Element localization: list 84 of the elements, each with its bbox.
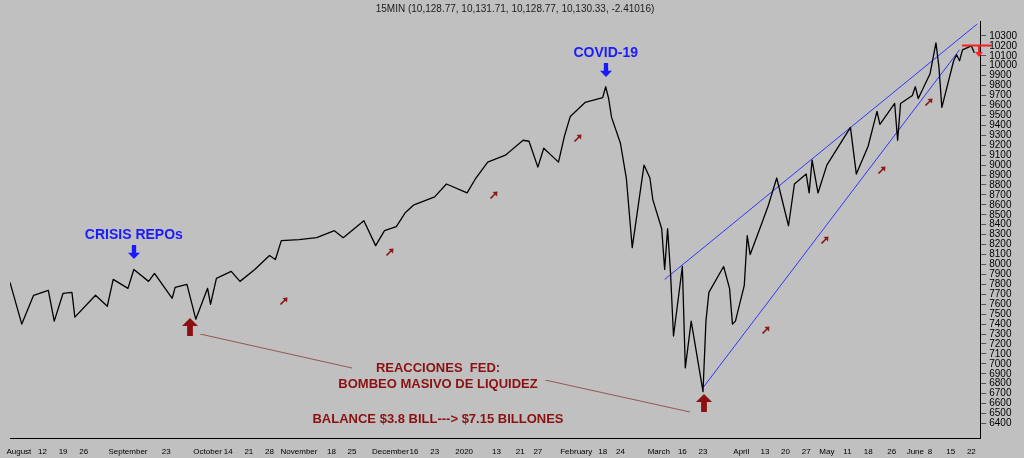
y-tick-label: 6600 (989, 397, 1012, 409)
y-tick-label: 9600 (989, 99, 1012, 111)
y-tick-label: 9300 (989, 129, 1012, 141)
x-tick-label: 28 (265, 447, 275, 457)
y-tick-label: 6900 (989, 367, 1012, 379)
y-tick-label: 9200 (989, 138, 1012, 150)
x-tick-label: 24 (615, 447, 626, 457)
x-tick-label: 2020 (455, 447, 474, 457)
x-tick-label: 22 (966, 447, 977, 457)
x-tick-label: March (647, 447, 670, 457)
x-tick-label: 13 (760, 447, 770, 457)
x-tick-label: 13 (492, 447, 502, 457)
x-tick-label: 21 (515, 447, 526, 457)
y-tick-label: 8200 (989, 238, 1012, 250)
x-tick-label: October (193, 447, 223, 457)
y-tick-label: 8000 (989, 258, 1012, 270)
x-tick-label: December (371, 447, 410, 457)
y-tick-label: 7100 (989, 347, 1012, 359)
x-tick-label: 8 (927, 447, 933, 457)
y-tick-label: 9400 (989, 119, 1012, 131)
x-tick-label: 27 (533, 447, 543, 457)
y-tick-label: 7600 (989, 297, 1012, 309)
x-tick-label: 11 (843, 447, 853, 457)
y-tick-label: 10200 (989, 39, 1018, 51)
y-tick-label: 7300 (989, 327, 1012, 339)
x-tick-label: 15 (946, 447, 956, 457)
x-tick-label: May (819, 447, 835, 457)
y-tick-label: 10300 (989, 29, 1018, 41)
x-tick-label: 26 (79, 447, 89, 457)
y-tick-label: 6400 (989, 417, 1012, 429)
x-tick-label: 27 (801, 447, 812, 457)
x-tick-label: 26 (887, 447, 897, 457)
x-tick-label: August (6, 447, 33, 457)
y-tick-label: 10000 (989, 59, 1018, 71)
y-tick-label: 8500 (989, 208, 1012, 220)
y-tick-label: 7700 (989, 288, 1012, 300)
y-tick-label: 8900 (989, 168, 1012, 180)
y-tick-label: 9800 (989, 79, 1012, 91)
annotation: REACCIONES FED: (375, 360, 501, 375)
y-tick-label: 7800 (989, 278, 1012, 290)
x-tick-label: November (280, 447, 318, 457)
x-tick-label: 23 (161, 447, 172, 457)
y-tick-label: 8800 (989, 178, 1012, 190)
y-tick-label: 6700 (989, 387, 1012, 399)
x-tick-label: 20 (781, 447, 791, 457)
chart-title: 15MIN (10,128.77, 10,131.71, 10,128.77, 10,130.33, -2.41016) (375, 2, 655, 14)
x-tick-label: 21 (244, 447, 254, 457)
annotation: COVID-19 (573, 43, 639, 60)
x-tick-label: 16 (677, 447, 688, 457)
y-tick-label: 8100 (989, 248, 1012, 260)
x-tick-label: February (560, 447, 593, 457)
y-tick-label: 9000 (989, 158, 1012, 170)
x-tick-label: 23 (698, 447, 708, 457)
annotation: BALANCE $3.8 BILL---> $7.15 BILLONES (312, 411, 564, 426)
y-tick-label: 9700 (989, 89, 1012, 101)
x-tick-label: 18 (326, 447, 337, 457)
x-tick-label: 19 (58, 447, 69, 457)
annotation: BOMBEO MASIVO DE LIQUIDEZ (338, 376, 538, 391)
y-tick-label: 7200 (989, 337, 1012, 349)
y-tick-label: 8400 (989, 218, 1012, 230)
y-tick-label: 8300 (989, 228, 1012, 240)
y-tick-label: 8700 (989, 188, 1012, 200)
x-tick-label: 25 (347, 447, 358, 457)
y-tick-label: 6500 (989, 407, 1012, 419)
x-tick-label: 23 (430, 447, 440, 457)
x-tick-label: 14 (223, 447, 234, 457)
x-tick-label: 12 (37, 447, 48, 457)
y-tick-label: 9500 (989, 109, 1012, 121)
y-tick-label: 7900 (989, 268, 1012, 280)
x-tick-label: April (733, 447, 750, 457)
x-tick-label: 18 (863, 447, 874, 457)
y-tick-label: 6800 (989, 377, 1012, 389)
x-tick-label: September (108, 447, 148, 457)
y-tick-label: 7500 (989, 307, 1012, 319)
y-tick-label: 7000 (989, 357, 1012, 369)
x-tick-label: 16 (409, 447, 419, 457)
x-tick-label: 18 (598, 447, 608, 457)
x-tick-label: June (906, 447, 925, 457)
y-tick-label: 9900 (989, 69, 1012, 81)
y-tick-label: 7400 (989, 317, 1012, 329)
annotation: CRISIS REPOs (84, 226, 184, 243)
y-tick-label: 9100 (989, 148, 1012, 160)
y-tick-label: 10100 (989, 49, 1018, 61)
y-tick-label: 8600 (989, 198, 1012, 210)
